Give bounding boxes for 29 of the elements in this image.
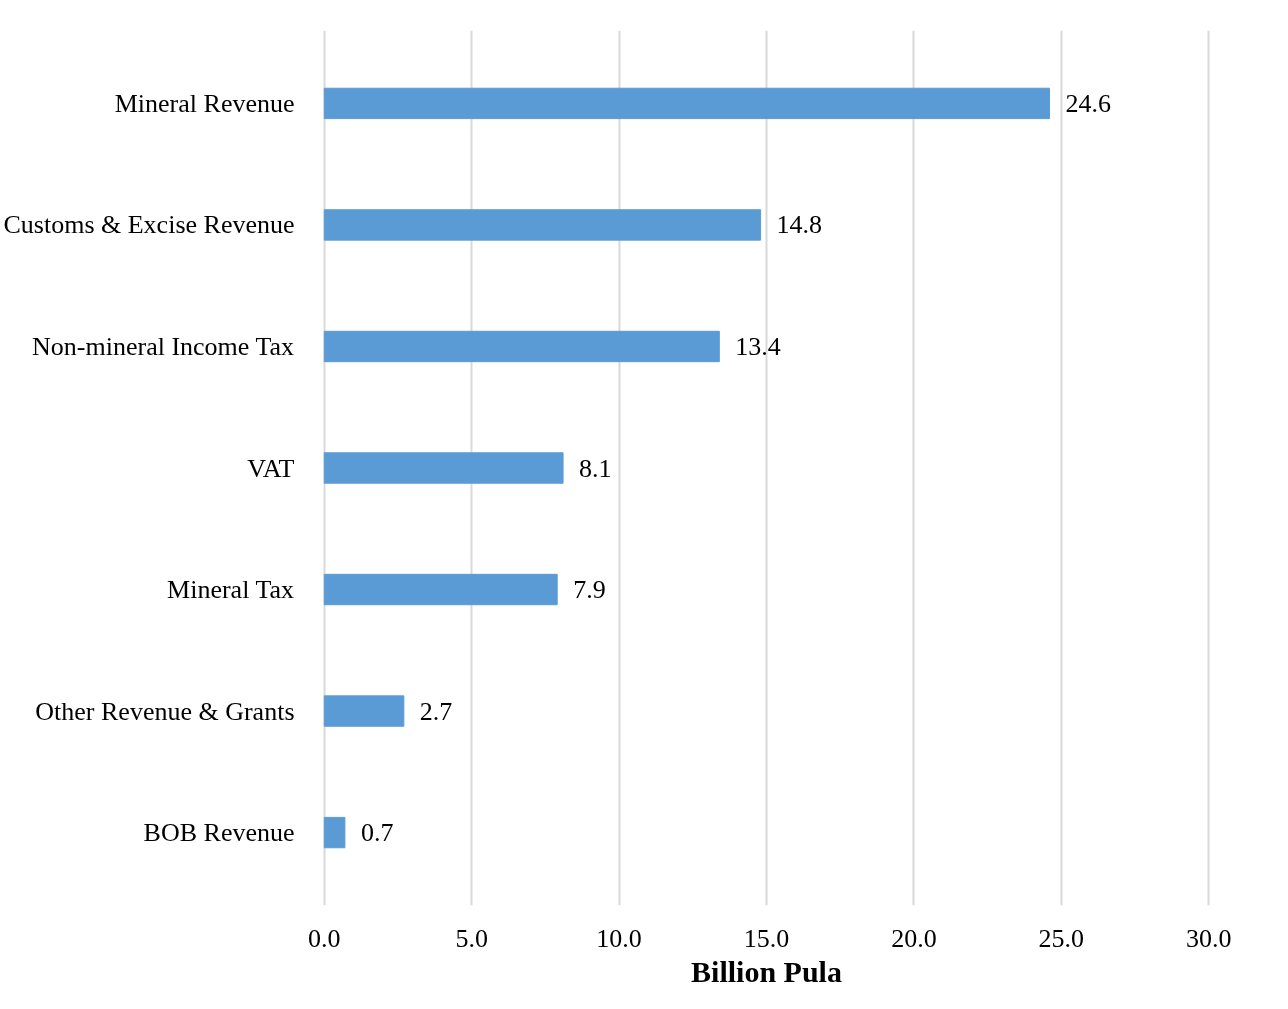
data-label: 24.6 <box>1065 88 1112 118</box>
bar <box>323 452 564 484</box>
x-tick-label: 10.0 <box>596 923 642 953</box>
y-tick-label: Mineral Revenue <box>114 88 295 118</box>
data-label: 2.7 <box>419 696 453 726</box>
x-tick-label: 30.0 <box>1185 923 1232 953</box>
x-tick-label: 0.0 <box>308 923 341 953</box>
x-tick-label: 5.0 <box>455 923 488 953</box>
bar <box>323 87 1051 120</box>
x-tick-label: 15.0 <box>743 923 790 953</box>
bar <box>323 573 558 606</box>
y-tick-label: Mineral Tax <box>167 575 295 605</box>
x-tick-label: 20.0 <box>891 923 937 953</box>
y-tick-label: VAT <box>247 453 295 483</box>
data-label: 8.1 <box>579 453 612 483</box>
x-axis-title: Billion Pula <box>691 954 842 988</box>
bar <box>323 330 720 363</box>
data-label: 7.9 <box>573 575 606 605</box>
bar <box>323 695 405 727</box>
y-tick-label: Other Revenue & Grants <box>35 696 295 726</box>
y-tick-label: BOB Revenue <box>143 818 295 848</box>
bar <box>323 816 346 849</box>
bar <box>323 209 762 241</box>
data-label: 0.7 <box>360 818 394 848</box>
y-tick-label: Non-mineral Income Tax <box>32 331 295 361</box>
data-label: 14.8 <box>776 210 823 240</box>
y-tick-label: Customs & Excise Revenue <box>3 210 295 240</box>
x-tick-label: 25.0 <box>1038 923 1085 953</box>
data-label: 13.4 <box>735 331 781 361</box>
